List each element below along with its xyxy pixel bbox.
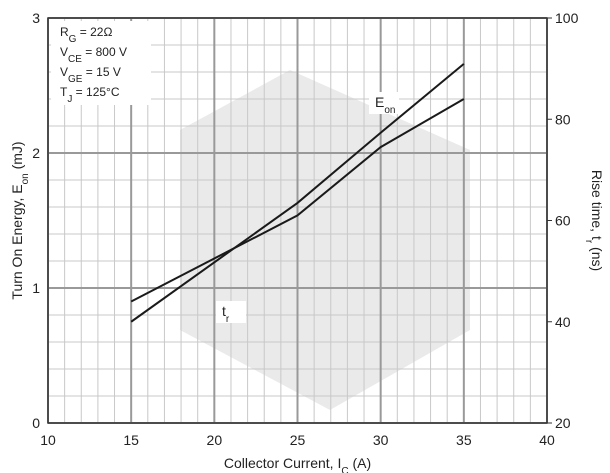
y2-tick-label: 100 xyxy=(555,10,579,26)
y2-tick-label: 20 xyxy=(555,415,571,431)
series-label-sub: on xyxy=(384,105,395,116)
annotation-main: V xyxy=(60,45,68,59)
y2-axis-label: Rise time, tr (ns) xyxy=(584,170,606,271)
annotation-sub: GE xyxy=(68,74,83,85)
y-tick-label: 1 xyxy=(32,280,40,296)
y2-axis-label-rest: (ns) xyxy=(589,243,605,271)
series-label-main: E xyxy=(375,94,384,110)
annotation-sub: J xyxy=(67,94,72,105)
y-axis-label-main: Turn On Energy, E xyxy=(9,184,25,299)
series-line xyxy=(130,63,465,323)
x-tick-label: 20 xyxy=(207,432,223,448)
annotation: RG = 22Ω xyxy=(60,25,112,45)
annotation: TJ = 125°C xyxy=(60,85,120,105)
series-line xyxy=(130,98,465,303)
annotation-rest: = 800 V xyxy=(82,45,127,59)
annotation-sub: G xyxy=(69,34,77,45)
series-label-sub: r xyxy=(226,314,230,325)
annotation: VGE = 15 V xyxy=(60,65,121,85)
annotation-sub: CE xyxy=(68,54,82,65)
y2-axis-label-sub: r xyxy=(584,240,595,244)
annotation-main: V xyxy=(60,65,68,79)
series-label: tr xyxy=(222,303,230,325)
y2-axis-label-main: Rise time, t xyxy=(589,170,605,240)
y2-tick-label: 40 xyxy=(555,314,571,330)
annotation-rest: = 15 V xyxy=(82,65,120,79)
x-tick-label: 25 xyxy=(290,432,306,448)
series-label: Eon xyxy=(375,94,395,116)
series-label-bg xyxy=(216,301,246,323)
x-axis-label-sub: C xyxy=(341,466,348,473)
x-axis-label-main: Collector Current, I xyxy=(224,455,341,471)
annotation: VCE = 800 V xyxy=(60,45,127,65)
annotation-main: T xyxy=(60,85,68,99)
y2-tick-label: 80 xyxy=(555,111,571,127)
series-label-bg xyxy=(369,92,399,114)
y-axis-label-rest: (mJ) xyxy=(9,141,25,173)
annotation-rest: = 125°C xyxy=(72,85,119,99)
plot-frame xyxy=(47,17,548,424)
x-tick-label: 40 xyxy=(539,432,555,448)
annotation-rest: = 22Ω xyxy=(76,25,112,39)
annotation-main: R xyxy=(60,25,69,39)
y-axis-label: Turn On Energy, Eon (mJ) xyxy=(9,141,31,299)
x-axis-label: Collector Current, IC (A) xyxy=(224,455,371,473)
x-axis-label-rest: (A) xyxy=(349,455,372,471)
x-tick-label: 15 xyxy=(123,432,139,448)
x-tick-label: 35 xyxy=(456,432,472,448)
series-label-main: t xyxy=(222,303,226,319)
y2-tick-label: 60 xyxy=(555,213,571,229)
x-tick-label: 10 xyxy=(40,432,56,448)
y-tick-label: 2 xyxy=(32,145,40,161)
y-tick-label: 3 xyxy=(32,10,40,26)
annotation-box xyxy=(51,21,151,105)
y-axis-label-sub: on xyxy=(20,173,31,184)
y-tick-label: 0 xyxy=(32,415,40,431)
x-tick-label: 30 xyxy=(373,432,389,448)
